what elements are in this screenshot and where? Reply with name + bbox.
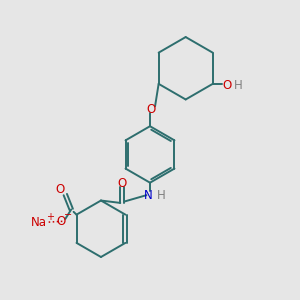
- Text: N: N: [144, 189, 153, 202]
- Text: Na: Na: [31, 216, 46, 229]
- Text: O: O: [222, 79, 231, 92]
- Text: O: O: [56, 183, 65, 196]
- Text: −: −: [64, 210, 72, 220]
- Text: H: H: [234, 79, 242, 92]
- Text: +: +: [46, 212, 54, 222]
- Text: O: O: [147, 103, 156, 116]
- Text: H: H: [157, 189, 166, 202]
- Text: O: O: [117, 177, 126, 190]
- Text: O: O: [56, 215, 65, 228]
